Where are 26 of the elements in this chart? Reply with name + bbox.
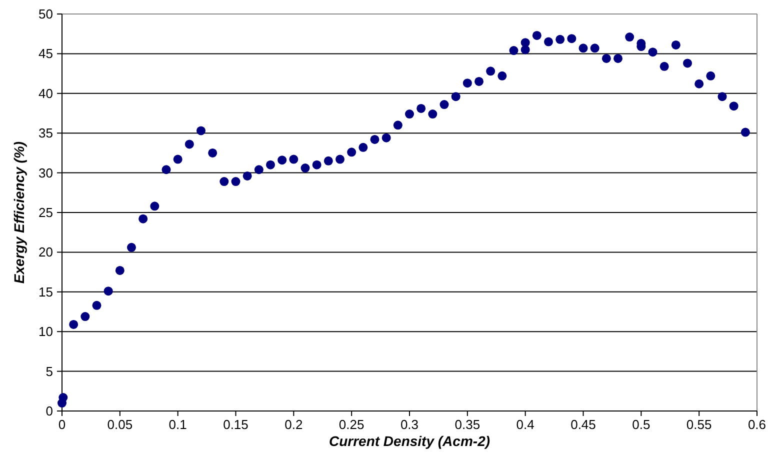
y-tick-label: 15	[38, 284, 53, 300]
x-tick-label: 0	[58, 417, 66, 432]
x-axis-title: Current Density (Acm-2)	[328, 433, 490, 449]
y-tick-label: 50	[38, 6, 53, 22]
y-tick-label: 40	[38, 86, 53, 101]
y-tick-label: 30	[38, 165, 53, 180]
x-tick-label: 0.25	[338, 417, 364, 432]
x-tick-label: 0.3	[400, 417, 419, 432]
x-tick-label: 0.55	[686, 417, 712, 432]
y-axis-title: Exergy Efficiency (%)	[11, 141, 27, 284]
y-tick-label: 20	[38, 244, 53, 260]
y-tick-label: 25	[38, 205, 53, 220]
x-tick-label: 0.1	[168, 417, 187, 432]
x-tick-label: 0.45	[570, 417, 596, 432]
x-tick-label: 0.4	[516, 417, 534, 432]
x-tick-label: 0.2	[284, 417, 303, 432]
y-tick-label: 0	[46, 404, 53, 418]
x-tick-label: 0.15	[223, 417, 248, 432]
y-tick-label: 5	[46, 364, 53, 379]
y-tick-label: 45	[38, 46, 53, 62]
y-tick-label: 10	[38, 324, 53, 340]
x-tick-label: 0.5	[632, 417, 650, 432]
y-tick-label: 35	[38, 126, 53, 141]
x-tick-label: 0.05	[107, 417, 133, 432]
x-tick-label: 0.6	[748, 417, 766, 432]
x-tick-label: 0.35	[454, 417, 480, 432]
